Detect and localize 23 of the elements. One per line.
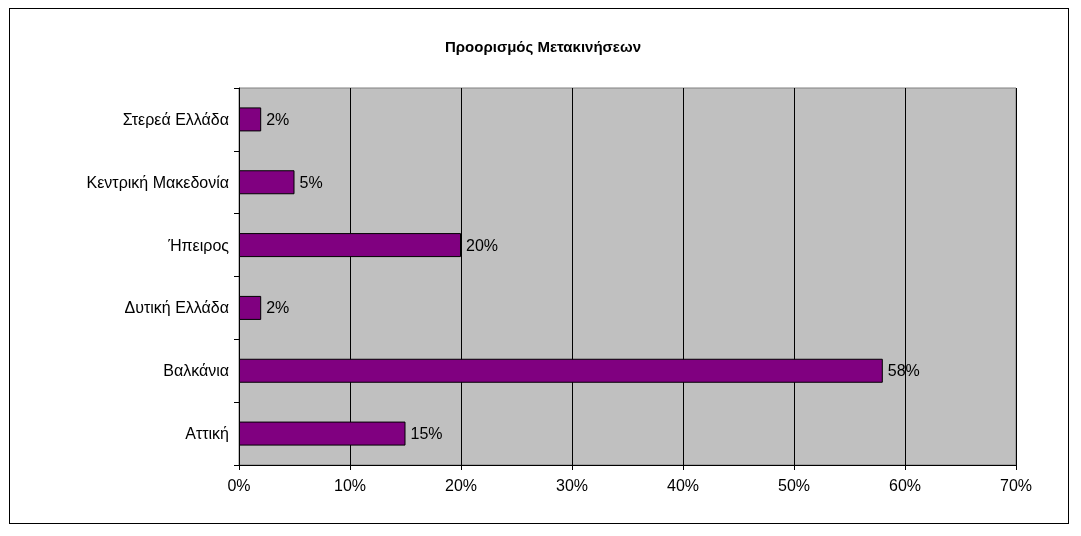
- x-tick-label: 0%: [227, 476, 251, 494]
- x-tick-label: 60%: [888, 476, 922, 494]
- bar: [239, 295, 262, 320]
- data-label: 20%: [466, 236, 499, 254]
- y-tick-label: Ήπειρος: [167, 236, 230, 254]
- chart-title: Προορισμός Μετακινήσεων: [445, 38, 641, 55]
- bar: [239, 107, 262, 132]
- x-tick-label: 20%: [444, 476, 478, 494]
- y-tick-label: Δυτική Ελλάδα: [124, 299, 229, 317]
- bar: [239, 170, 295, 195]
- y-tick-label: Βαλκάνια: [163, 362, 229, 380]
- x-tick-label: 30%: [555, 476, 589, 494]
- data-label: 15%: [410, 425, 443, 443]
- x-tick-label: 40%: [666, 476, 700, 494]
- y-tick-label: Αττική: [185, 425, 229, 443]
- y-tick-label: Στερεά Ελλάδα: [122, 110, 229, 128]
- x-tick-label: 10%: [333, 476, 367, 494]
- data-label: 2%: [266, 299, 290, 317]
- y-tick-label: Κεντρική Μακεδονία: [86, 173, 229, 191]
- x-tick-label: 70%: [999, 476, 1033, 494]
- x-tick-label: 50%: [777, 476, 811, 494]
- data-label: 2%: [266, 110, 290, 128]
- data-label: 5%: [299, 173, 323, 191]
